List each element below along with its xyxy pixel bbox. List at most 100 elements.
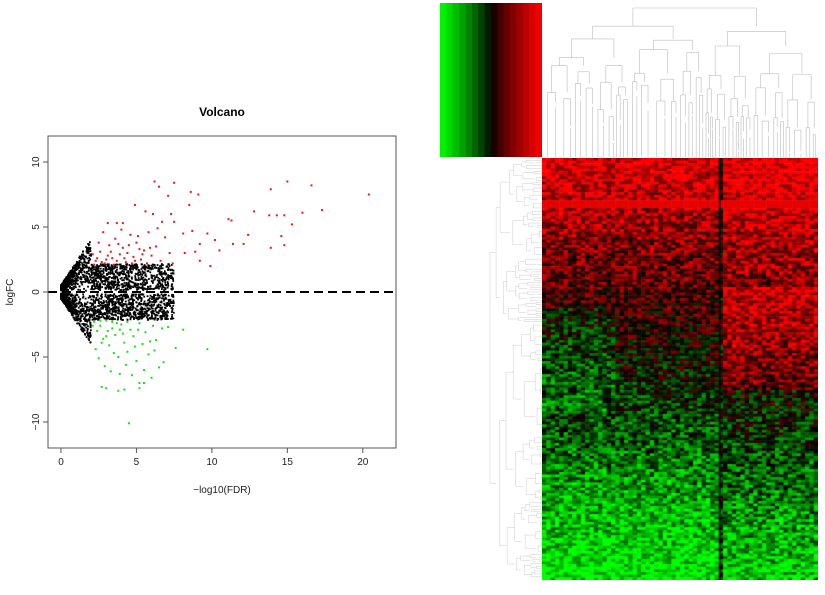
data-point xyxy=(145,262,148,265)
data-point xyxy=(218,249,221,252)
y-tick-label: −5 xyxy=(31,351,42,363)
data-point xyxy=(183,252,186,254)
data-point xyxy=(124,363,127,366)
data-point xyxy=(149,340,152,343)
data-point xyxy=(105,335,108,338)
data-point xyxy=(152,213,155,215)
data-point xyxy=(269,188,272,191)
data-point xyxy=(191,229,194,232)
row-dendrogram xyxy=(489,160,542,577)
data-point xyxy=(141,343,144,345)
data-point xyxy=(115,259,118,262)
data-point xyxy=(136,235,139,238)
data-point xyxy=(129,233,132,236)
data-point xyxy=(138,387,141,390)
y-tick-label: 5 xyxy=(31,224,42,230)
data-point xyxy=(93,263,96,266)
data-point xyxy=(155,339,158,342)
data-point xyxy=(112,352,115,355)
data-point xyxy=(99,324,102,327)
data-point xyxy=(102,337,105,340)
x-tick-label: 20 xyxy=(357,457,369,468)
data-point xyxy=(124,261,127,264)
data-point xyxy=(105,258,108,261)
data-point xyxy=(213,239,216,241)
data-point xyxy=(230,219,233,222)
data-point xyxy=(123,341,126,344)
data-point xyxy=(173,181,176,184)
data-point xyxy=(103,365,106,368)
data-point xyxy=(209,265,212,267)
data-point xyxy=(121,222,124,225)
data-point xyxy=(158,185,161,188)
data-point xyxy=(135,241,138,244)
data-point xyxy=(242,242,245,245)
data-point xyxy=(135,359,138,362)
data-point xyxy=(111,320,114,323)
data-point xyxy=(206,232,209,235)
x-tick-label: 10 xyxy=(206,457,218,468)
data-point xyxy=(108,244,111,247)
row-dendrogram-branches xyxy=(489,160,542,577)
data-point xyxy=(153,180,156,183)
data-point xyxy=(106,222,109,225)
data-point xyxy=(247,233,250,236)
data-point xyxy=(94,259,97,262)
data-point xyxy=(149,246,152,249)
data-point xyxy=(161,327,164,330)
data-point xyxy=(144,331,147,334)
data-point xyxy=(96,257,99,260)
data-point xyxy=(121,332,124,335)
data-point xyxy=(189,190,192,193)
data-point xyxy=(99,250,102,253)
data-point xyxy=(126,350,129,353)
data-point xyxy=(123,257,126,260)
data-point xyxy=(100,261,103,264)
upregulated-points xyxy=(91,180,370,267)
data-point xyxy=(174,346,177,349)
data-point xyxy=(111,327,114,330)
chart-title: Volcano xyxy=(199,105,245,119)
data-point xyxy=(114,333,117,336)
data-point xyxy=(159,259,162,262)
x-axis-label: −log10(FDR) xyxy=(193,485,251,496)
data-point xyxy=(152,324,155,327)
data-point xyxy=(153,349,156,352)
data-point xyxy=(93,320,96,323)
y-tick-label: −10 xyxy=(31,413,42,430)
data-point xyxy=(139,258,142,261)
data-point xyxy=(118,253,121,256)
data-point xyxy=(142,369,145,371)
y-tick-label: 10 xyxy=(31,156,42,168)
data-point xyxy=(161,220,164,223)
data-point xyxy=(182,232,185,235)
data-point xyxy=(114,237,117,240)
data-point xyxy=(253,210,256,213)
data-point xyxy=(111,257,114,260)
data-point xyxy=(162,361,165,364)
data-point xyxy=(132,335,135,338)
data-point xyxy=(268,214,271,217)
data-point xyxy=(141,253,144,256)
data-point xyxy=(115,222,118,225)
data-point xyxy=(194,250,197,253)
data-point xyxy=(94,348,97,351)
data-point xyxy=(138,382,141,384)
data-point xyxy=(127,244,130,247)
column-dendrogram-branches xyxy=(547,7,816,158)
x-tick-label: 15 xyxy=(282,457,294,468)
data-point xyxy=(150,254,153,257)
data-point xyxy=(97,357,100,360)
data-point xyxy=(227,218,230,221)
data-point xyxy=(173,220,176,223)
data-point xyxy=(136,328,139,331)
data-point xyxy=(283,214,286,217)
data-point xyxy=(310,184,313,187)
data-point xyxy=(132,255,135,258)
data-point xyxy=(120,228,123,231)
data-point xyxy=(109,370,112,373)
data-point xyxy=(109,250,112,253)
data-point xyxy=(269,246,272,249)
data-point xyxy=(156,227,159,230)
data-point xyxy=(106,254,109,257)
